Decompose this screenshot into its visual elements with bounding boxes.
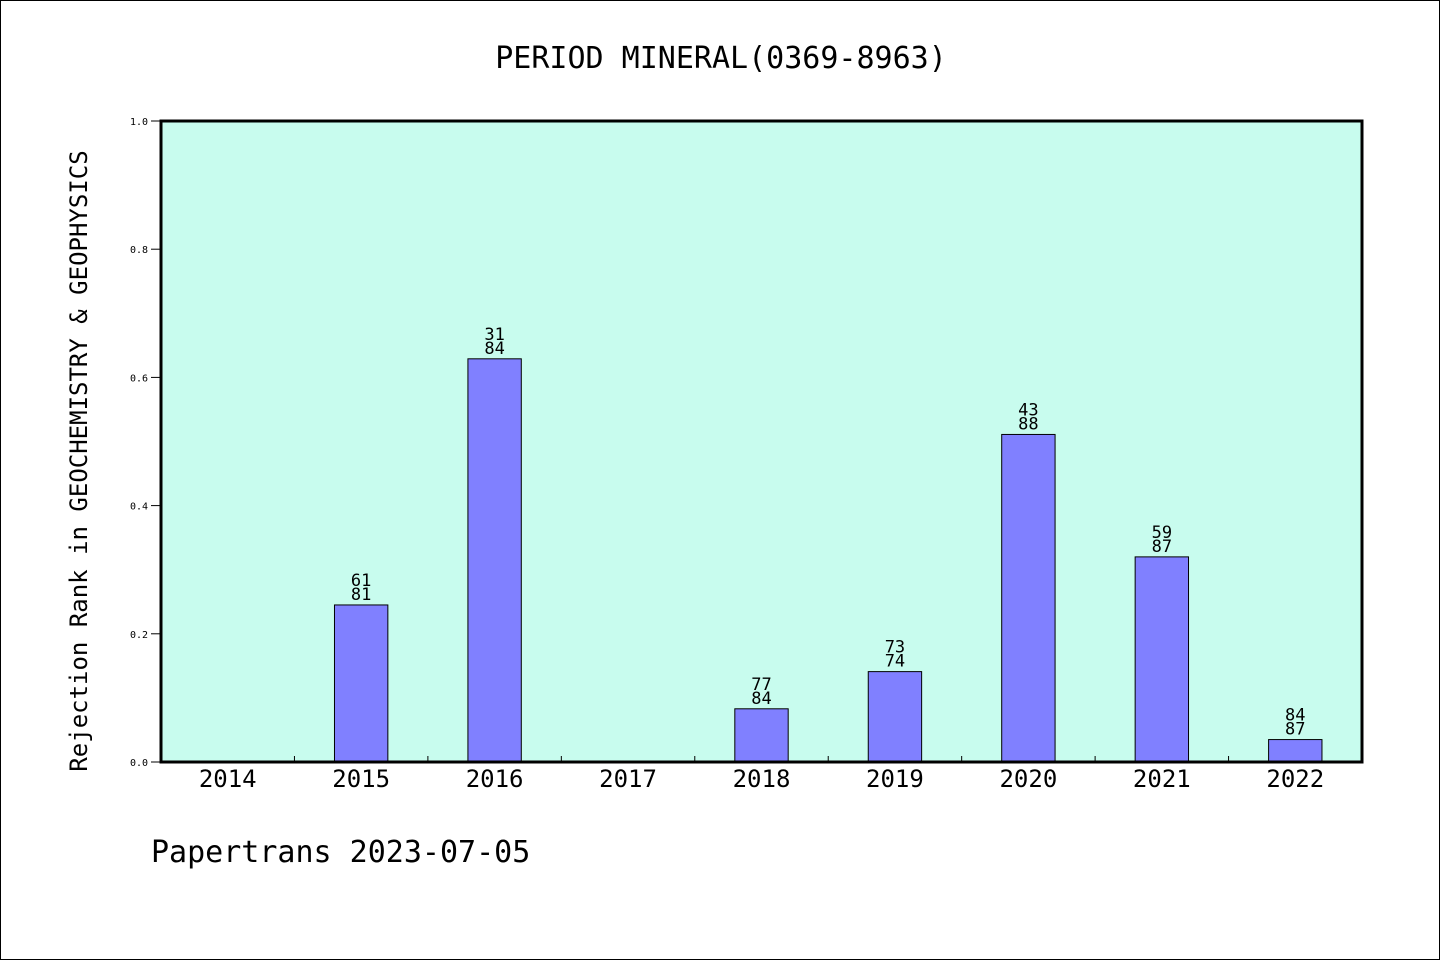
bar-label-bottom-2022: 87 — [1285, 720, 1305, 740]
x-axis: 2014 2015 2016 2017 2018 2019 2020 2021 2022 — [199, 756, 1324, 793]
x-tick-label-2015: 2015 — [332, 765, 390, 793]
bar-2019 — [867, 671, 923, 763]
y-axis-label: Rejection Rank in GEOCHEMISTRY & GEOPHYS… — [65, 150, 93, 771]
bar-label-top-2019: 73 — [885, 638, 905, 658]
bar-2020 — [1001, 433, 1056, 763]
bar-label-top-2016: 31 — [484, 325, 504, 345]
x-tick-label-2019: 2019 — [866, 765, 924, 793]
bar-label-top-2022: 84 — [1285, 706, 1305, 726]
bar-2015 — [333, 604, 389, 763]
y-axis: 0.0 0.2 0.4 0.6 0.8 1.0 — [130, 117, 161, 769]
bar-label-bottom-2019: 74 — [885, 652, 905, 672]
bar-label-bottom-2015: 81 — [351, 585, 371, 605]
y-tick-label: 1.0 — [130, 117, 148, 128]
plot-border — [159, 119, 1364, 764]
bar-2018 — [734, 708, 789, 763]
chart-title: PERIOD MINERAL(0369-8963) — [495, 41, 947, 76]
y-tick-label: 0.0 — [130, 758, 148, 769]
bar-label-top-2020: 43 — [1018, 400, 1038, 420]
x-tick-label-2018: 2018 — [733, 765, 791, 793]
bar-label-bottom-2016: 84 — [484, 339, 504, 359]
bar-2021 — [1134, 556, 1190, 763]
y-tick-label: 0.8 — [130, 245, 148, 256]
bar-label-bottom-2020: 88 — [1018, 414, 1038, 434]
y-tick-label: 0.2 — [130, 630, 148, 641]
y-tick-label: 0.4 — [130, 502, 148, 513]
x-tick-label-2014: 2014 — [199, 765, 257, 793]
bar-label-top-2021: 59 — [1152, 523, 1172, 543]
bar-2022 — [1268, 739, 1323, 763]
bar-label-top-2015: 61 — [351, 571, 371, 591]
y-tick-label: 0.6 — [130, 373, 148, 384]
x-tick-label-2021: 2021 — [1133, 765, 1191, 793]
bar-2016 — [467, 358, 522, 763]
x-tick-label-2016: 2016 — [466, 765, 524, 793]
x-tick-label-2020: 2020 — [999, 765, 1057, 793]
x-tick-label-2022: 2022 — [1266, 765, 1324, 793]
footer-text: Papertrans 2023-07-05 — [151, 835, 531, 870]
x-tick-label-2017: 2017 — [599, 765, 657, 793]
bar-label-top-2018: 77 — [751, 675, 771, 695]
bar-label-bottom-2021: 87 — [1152, 537, 1172, 557]
bar-label-bottom-2018: 84 — [751, 689, 771, 709]
